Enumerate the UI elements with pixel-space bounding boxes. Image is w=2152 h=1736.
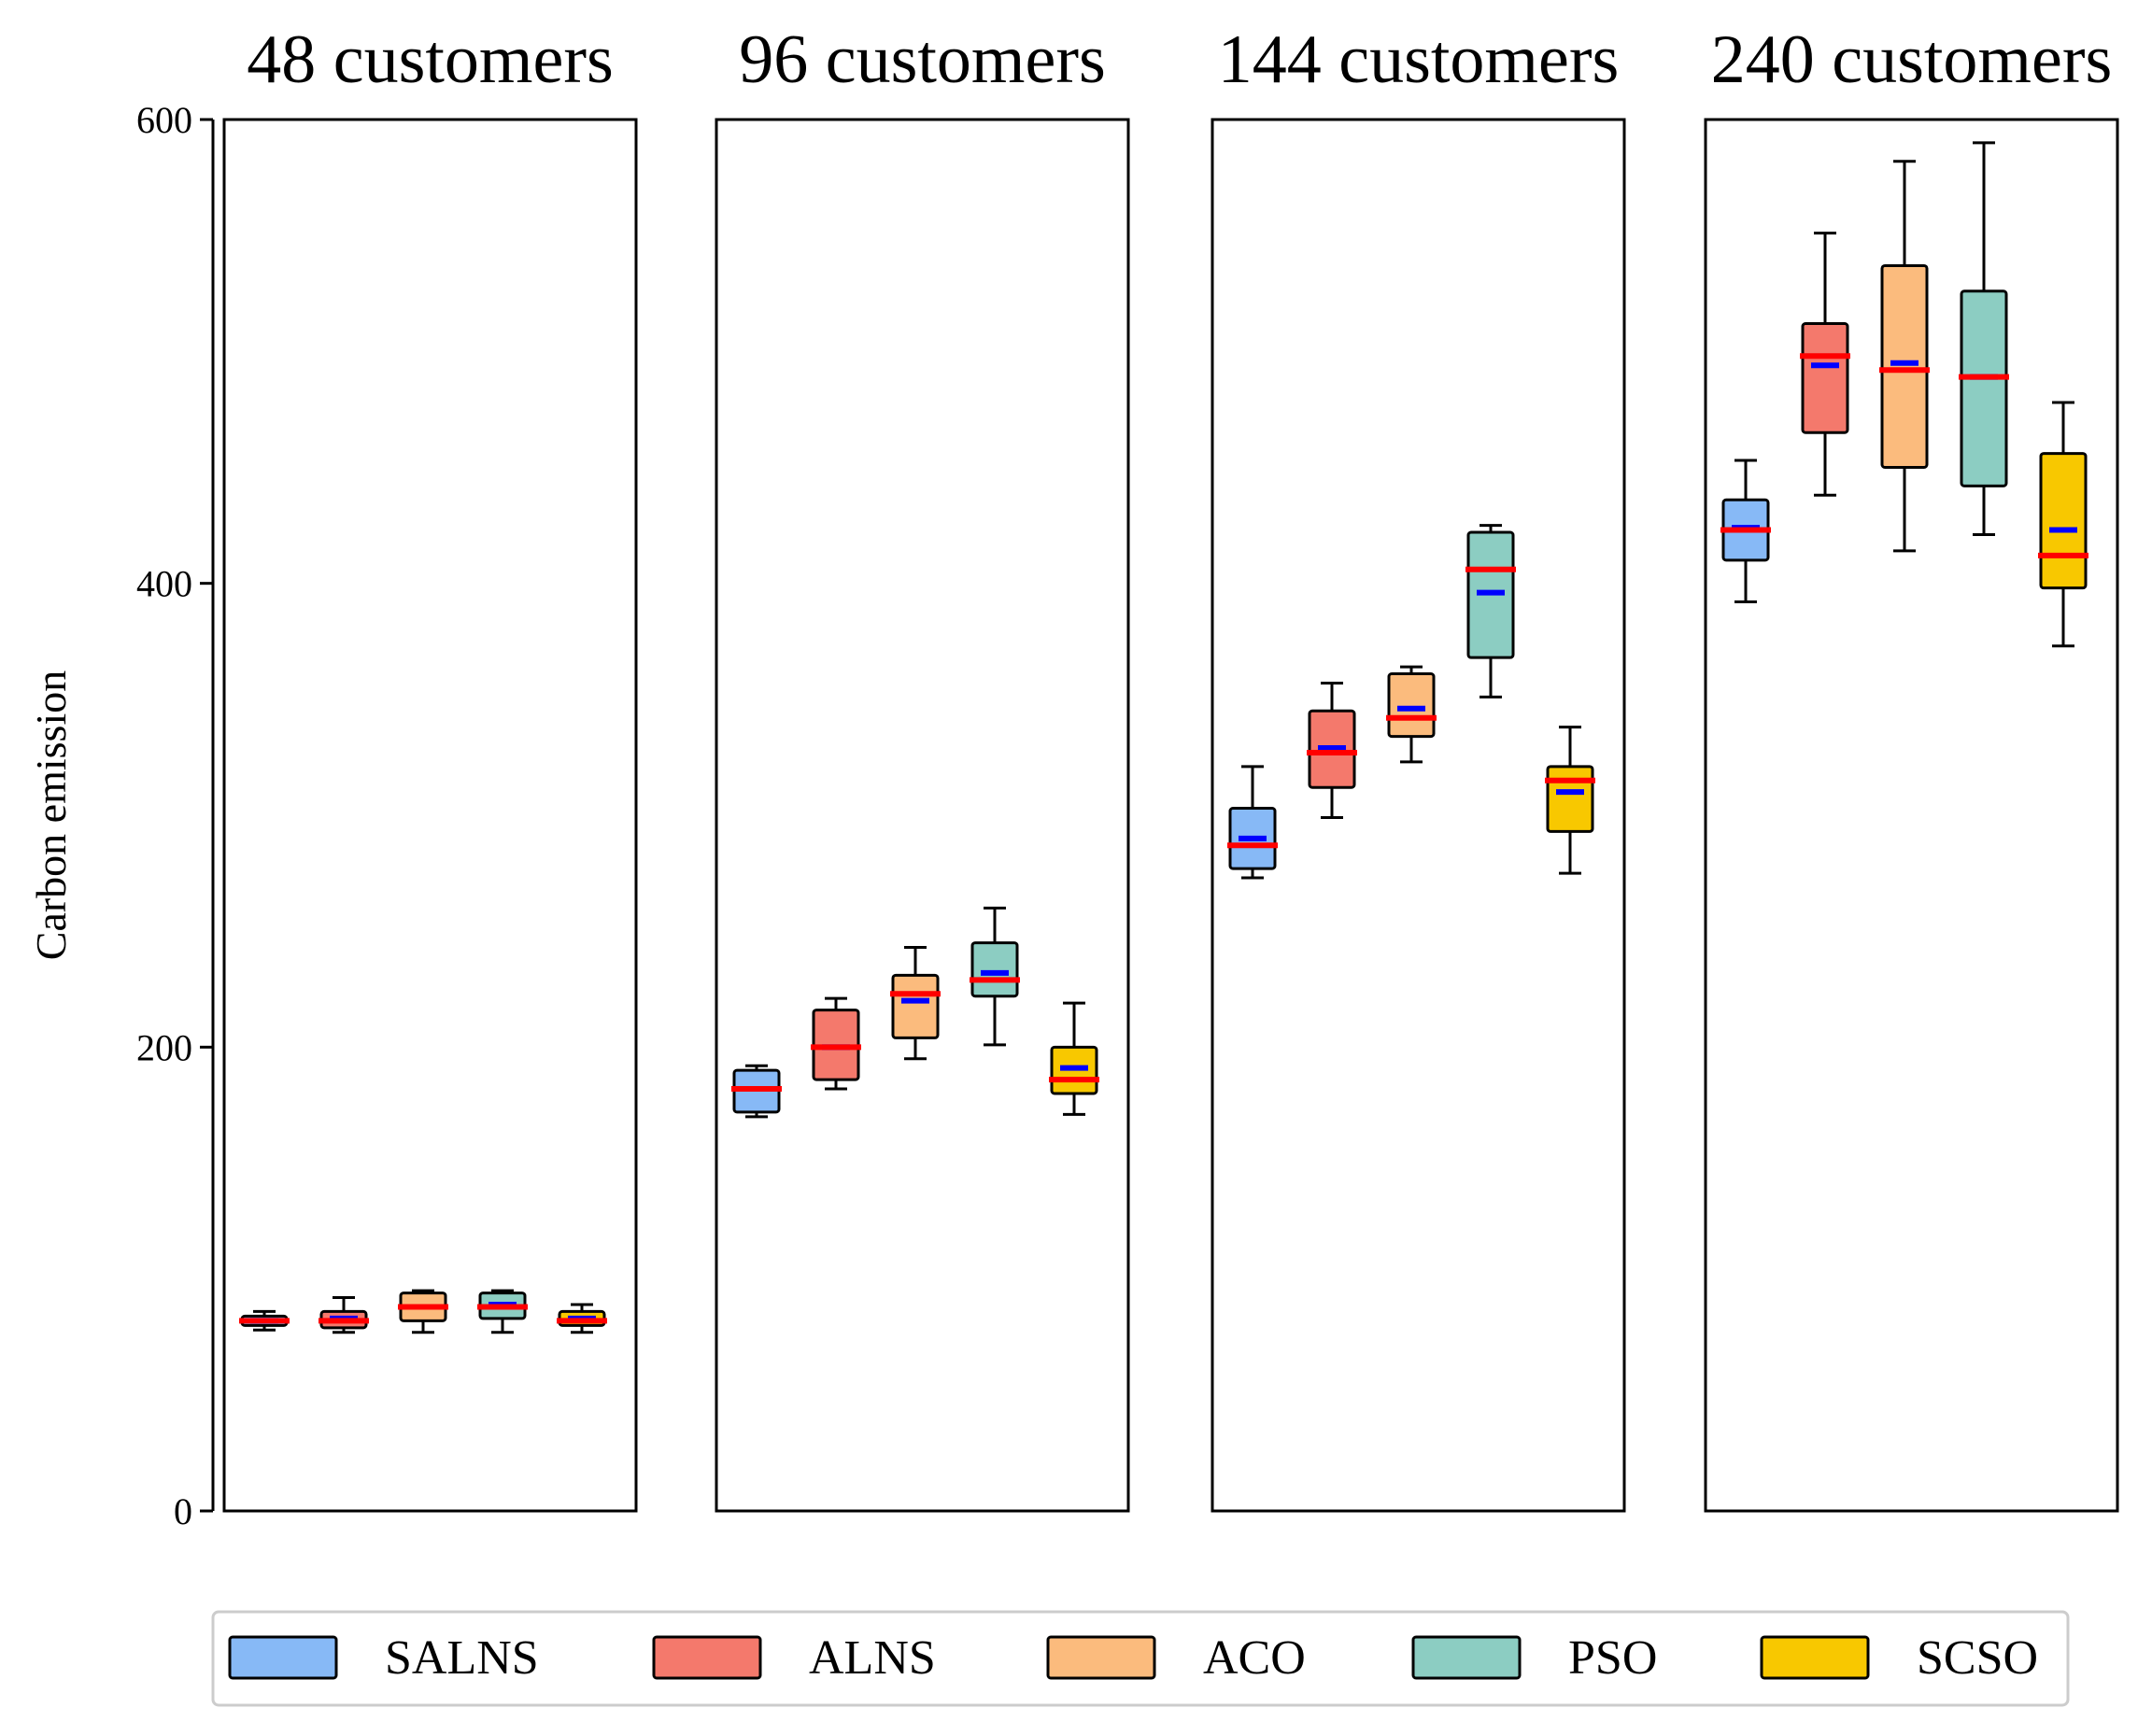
- legend-item-aco: ACO: [1046, 1631, 1306, 1685]
- box-scso: [2038, 401, 2088, 648]
- y-tick-label: 0: [174, 1490, 192, 1532]
- panels: 48 customers 96 customers 144 customers 240…: [222, 21, 2119, 1513]
- panel-240-customers: 240 customers: [1704, 21, 2119, 1513]
- box-body: [970, 941, 1019, 998]
- box-pso: [1465, 524, 1516, 699]
- box-body: [1960, 289, 2008, 487]
- panel-frame: [715, 118, 1130, 1513]
- box-salns: [239, 1309, 290, 1332]
- box-alns: [319, 1296, 369, 1334]
- y-axis: 0 200 400 600 Carbon emission: [27, 99, 215, 1532]
- box-alns: [811, 996, 861, 1091]
- box-body: [1801, 322, 1849, 434]
- panel-frame: [222, 118, 638, 1513]
- box-pso: [1959, 141, 2009, 537]
- box-alns: [1800, 232, 1850, 497]
- panel-frame: [1704, 118, 2119, 1513]
- box-scso: [1545, 726, 1595, 875]
- box-pso: [970, 906, 1020, 1047]
- panel-title: 96 customers: [739, 21, 1106, 98]
- box-body: [1880, 263, 1929, 470]
- legend-item-scso: SCSO: [1760, 1631, 2038, 1685]
- box-body: [891, 973, 940, 1039]
- box-alns: [1307, 681, 1357, 819]
- legend-swatch: [1760, 1635, 1870, 1680]
- panel-frame: [1210, 118, 1626, 1513]
- legend-swatch: [1046, 1635, 1156, 1680]
- box-salns: [731, 1064, 782, 1119]
- box-salns: [1227, 765, 1278, 880]
- legend-item-salns: SALNS: [228, 1631, 539, 1685]
- box-aco: [1386, 665, 1437, 764]
- panel-96-customers: 96 customers: [715, 21, 1130, 1513]
- y-tick-label: 400: [136, 563, 192, 605]
- y-tick-label: 600: [136, 99, 192, 141]
- box-pso: [477, 1289, 528, 1334]
- legend-swatch: [1411, 1635, 1522, 1680]
- panel-title: 144 customers: [1218, 21, 1620, 98]
- legend-label: ALNS: [809, 1631, 936, 1685]
- box-aco: [1879, 160, 1930, 553]
- legend: SALNS ALNS ACO PSO SCSO: [211, 1610, 2070, 1707]
- legend-swatch: [228, 1635, 338, 1680]
- box-body: [1546, 765, 1594, 833]
- legend-swatch: [652, 1635, 762, 1680]
- box-scso: [1049, 1001, 1099, 1116]
- box-aco: [398, 1289, 448, 1334]
- legend-label: PSO: [1568, 1631, 1657, 1685]
- legend-label: SCSO: [1917, 1631, 2038, 1685]
- panel-title: 240 customers: [1711, 21, 2113, 98]
- box-scso: [557, 1303, 607, 1334]
- legend-label: ACO: [1203, 1631, 1306, 1685]
- box-body: [2039, 452, 2088, 590]
- box-body: [1387, 672, 1436, 739]
- y-tick-label: 200: [136, 1026, 192, 1068]
- panel-144-customers: 144 customers: [1210, 21, 1626, 1513]
- y-axis-label: Carbon emission: [27, 670, 75, 960]
- box-aco: [890, 946, 941, 1061]
- box-salns: [1720, 459, 1771, 604]
- legend-item-alns: ALNS: [652, 1631, 936, 1685]
- panel-title: 48 customers: [247, 21, 614, 98]
- legend-label: SALNS: [385, 1631, 539, 1685]
- panel-48-customers: 48 customers: [222, 21, 638, 1513]
- legend-item-pso: PSO: [1411, 1631, 1657, 1685]
